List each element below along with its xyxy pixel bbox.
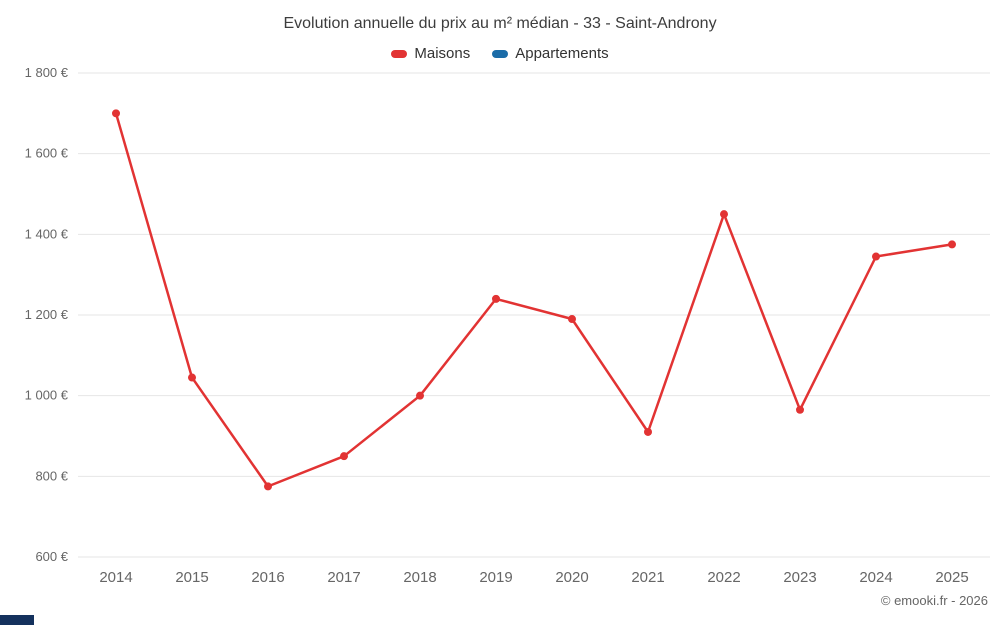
svg-text:800 €: 800 € <box>35 468 68 483</box>
appartements-legend-label: Appartements <box>515 45 609 62</box>
svg-text:2016: 2016 <box>251 569 284 586</box>
svg-text:2019: 2019 <box>479 569 512 586</box>
chart-title: Evolution annuelle du prix au m² médian … <box>283 15 717 32</box>
svg-text:2015: 2015 <box>175 569 208 586</box>
svg-text:2014: 2014 <box>99 569 132 586</box>
svg-text:1 600 €: 1 600 € <box>25 146 69 161</box>
legend: Maisons Appartements <box>0 45 1000 62</box>
svg-text:2017: 2017 <box>327 569 360 586</box>
maisons-legend-label: Maisons <box>414 45 471 62</box>
svg-text:2021: 2021 <box>631 569 664 586</box>
svg-text:2023: 2023 <box>783 569 816 586</box>
svg-text:1 000 €: 1 000 € <box>25 388 69 403</box>
appartements-legend-marker <box>492 49 509 58</box>
legend-item-appartements[interactable]: Appartements <box>492 45 609 62</box>
svg-text:2018: 2018 <box>403 569 436 586</box>
copyright: © emooki.fr - 2026 <box>880 593 988 608</box>
maisons-legend-marker <box>391 49 408 58</box>
svg-text:1 200 €: 1 200 € <box>25 307 69 322</box>
legend-item-maisons[interactable]: Maisons <box>391 45 470 62</box>
brand-corner-bar <box>0 615 34 625</box>
svg-text:1 800 €: 1 800 € <box>25 65 69 80</box>
svg-text:1 400 €: 1 400 € <box>25 226 69 241</box>
svg-text:2020: 2020 <box>555 569 588 586</box>
svg-text:2022: 2022 <box>707 569 740 586</box>
svg-text:600 €: 600 € <box>35 549 68 564</box>
svg-text:2024: 2024 <box>859 569 892 586</box>
svg-text:2025: 2025 <box>935 569 968 586</box>
